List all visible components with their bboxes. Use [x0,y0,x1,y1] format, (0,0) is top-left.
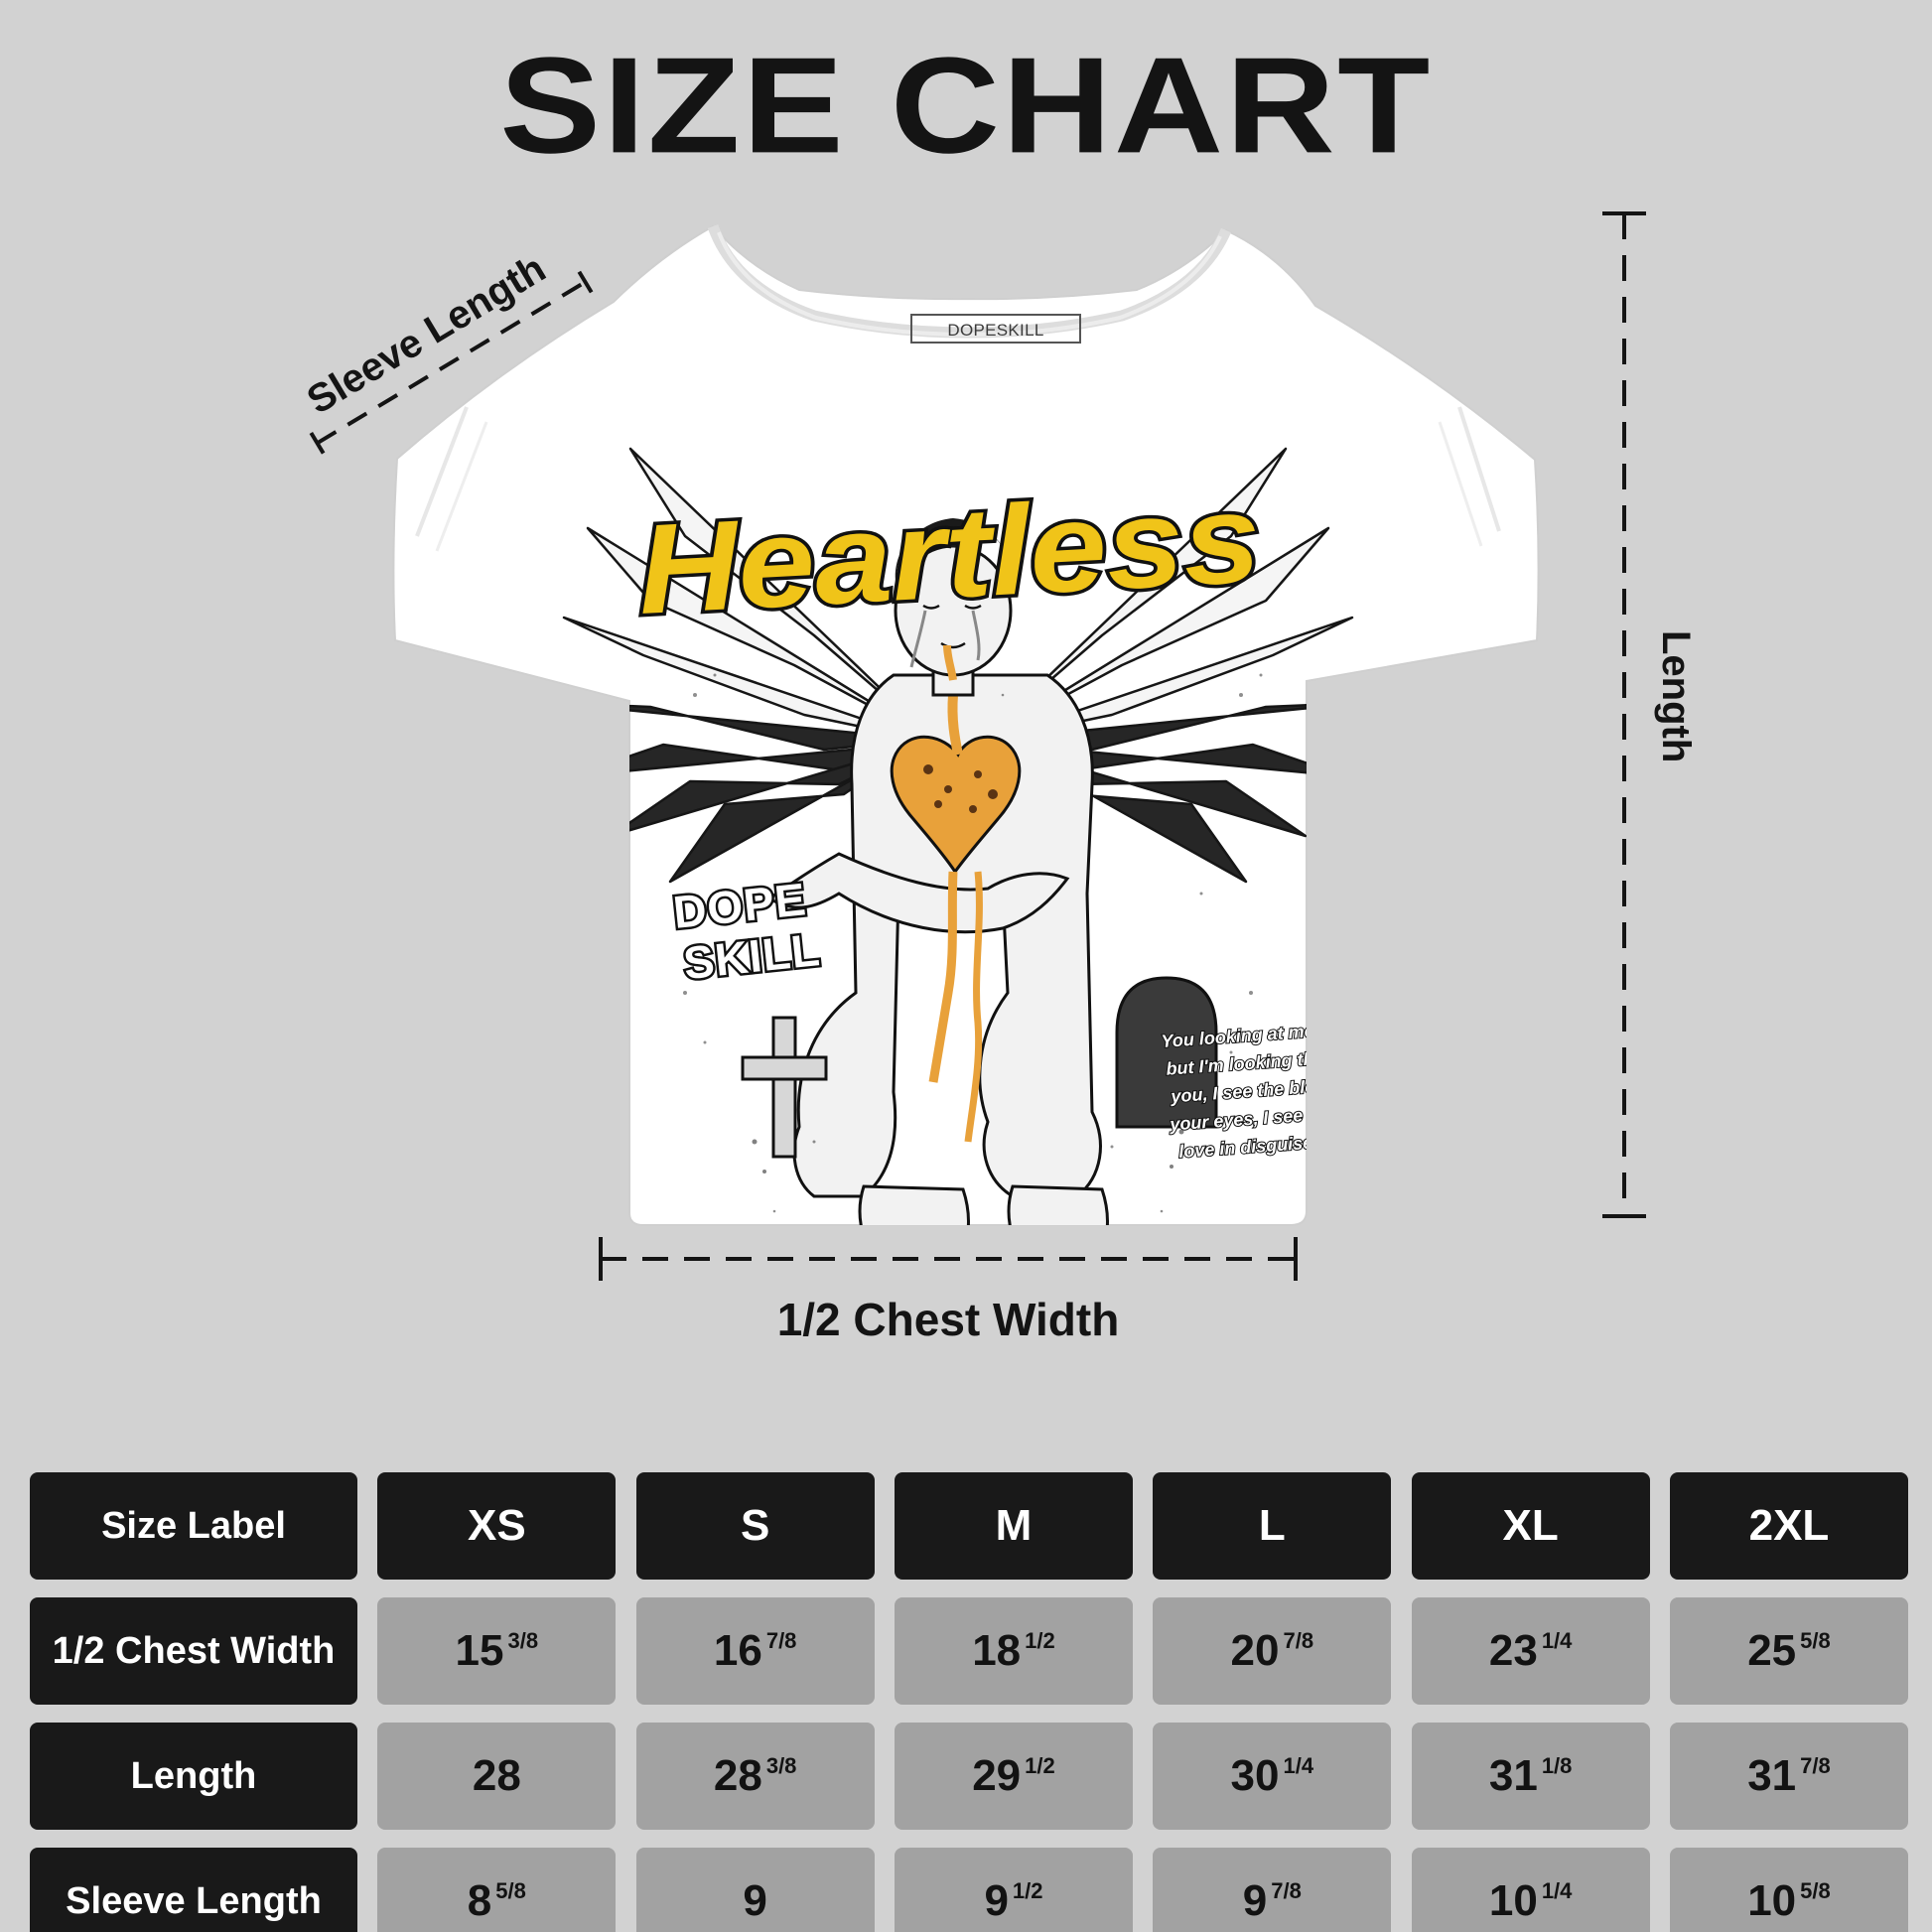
svg-text:Length: Length [1654,630,1698,762]
svg-text:1/2 Chest Width: 1/2 Chest Width [777,1294,1120,1345]
svg-text:DOPESKILL: DOPESKILL [947,321,1043,340]
